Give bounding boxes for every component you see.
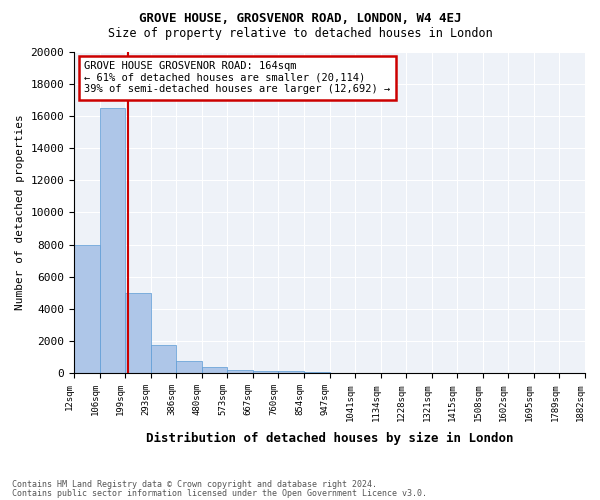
Bar: [304, 372, 329, 374]
Text: Contains public sector information licensed under the Open Government Licence v3: Contains public sector information licen…: [12, 488, 427, 498]
Text: Size of property relative to detached houses in London: Size of property relative to detached ho…: [107, 28, 493, 40]
Bar: [176, 360, 202, 374]
Bar: [227, 370, 253, 374]
Y-axis label: Number of detached properties: Number of detached properties: [15, 114, 25, 310]
Bar: [253, 371, 278, 374]
Bar: [100, 108, 125, 374]
Text: GROVE HOUSE, GROSVENOR ROAD, LONDON, W4 4EJ: GROVE HOUSE, GROSVENOR ROAD, LONDON, W4 …: [139, 12, 461, 26]
Bar: [202, 368, 227, 374]
Bar: [74, 244, 100, 374]
Bar: [151, 346, 176, 374]
X-axis label: Distribution of detached houses by size in London: Distribution of detached houses by size …: [146, 432, 513, 445]
Text: Contains HM Land Registry data © Crown copyright and database right 2024.: Contains HM Land Registry data © Crown c…: [12, 480, 377, 489]
Text: GROVE HOUSE GROSVENOR ROAD: 164sqm
← 61% of detached houses are smaller (20,114): GROVE HOUSE GROSVENOR ROAD: 164sqm ← 61%…: [84, 61, 391, 94]
Bar: [278, 371, 304, 374]
Bar: [125, 293, 151, 374]
